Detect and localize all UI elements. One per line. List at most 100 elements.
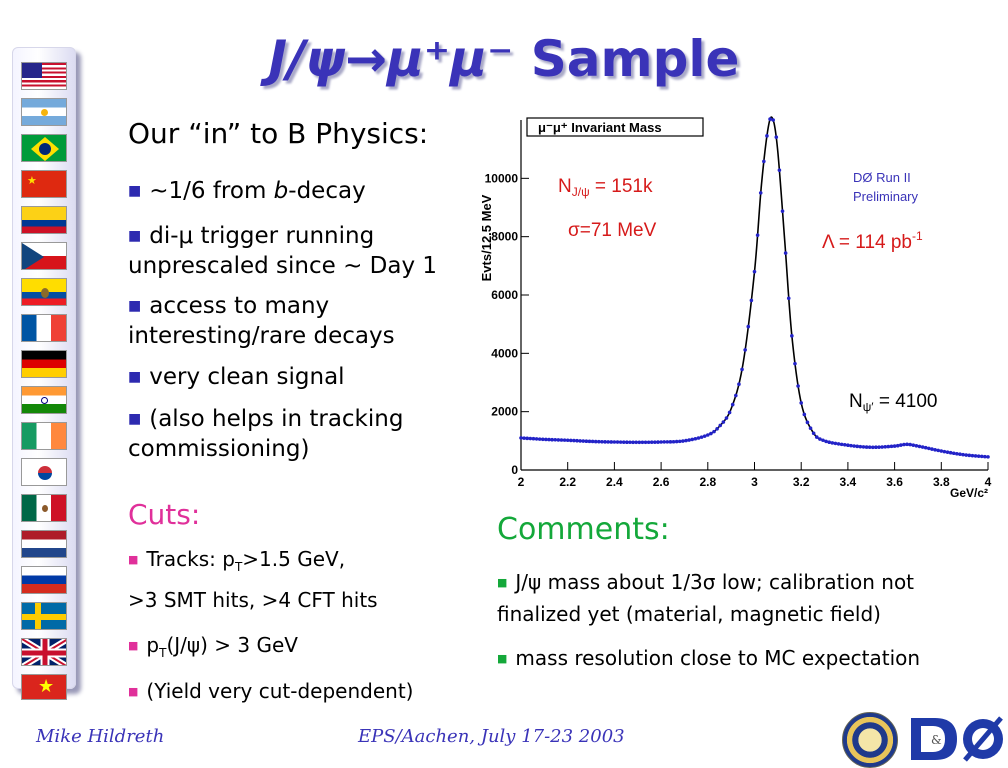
data-point	[671, 439, 676, 444]
data-point	[930, 447, 934, 451]
data-point	[852, 444, 856, 448]
x-axis-label: GeV/c²	[950, 486, 988, 500]
data-point	[802, 412, 807, 417]
data-point	[699, 435, 704, 439]
data-point	[712, 429, 716, 434]
data-point	[927, 446, 931, 451]
data-point	[668, 440, 673, 444]
data-point	[522, 436, 526, 440]
data-point	[587, 439, 592, 444]
data-point	[814, 435, 819, 439]
svg-text:&: &	[931, 733, 942, 747]
bullet-square-icon: ■	[497, 652, 508, 665]
data-point	[874, 445, 878, 450]
data-point	[740, 367, 744, 372]
bullet-dimu-trigger: ■ di-μ trigger running unprescaled since ~…	[128, 223, 438, 279]
data-point	[948, 450, 953, 455]
data-point	[886, 444, 891, 449]
data-point	[830, 441, 835, 445]
invariant-mass-chart: μ⁻μ⁺ Invariant Mass 2 2.2 2.4 2.6 2.8 3 3.2 3.4…	[479, 110, 1001, 500]
data-point	[525, 436, 530, 441]
bullet-tracking: ■ (also helps in tracking commissioning)	[128, 406, 404, 462]
data-point	[637, 440, 642, 445]
russia-flag-icon	[21, 566, 67, 594]
data-point	[836, 442, 841, 446]
physics-heading: Our “in” to B Physics:	[128, 117, 429, 150]
x-tick-label: 3.4	[840, 475, 857, 489]
x-tick-label: 2.6	[653, 475, 670, 489]
data-point	[811, 431, 816, 436]
data-point	[606, 440, 610, 444]
data-point	[765, 134, 769, 138]
sigma-annotation: σ=71 MeV	[568, 220, 657, 241]
china-flag-icon: ★	[21, 170, 67, 198]
data-point	[519, 436, 523, 440]
data-point	[649, 440, 654, 445]
data-point	[777, 168, 782, 172]
data-point	[920, 445, 925, 449]
data-point	[569, 438, 573, 443]
data-point	[889, 444, 894, 449]
x-tick-label: 3.8	[933, 475, 950, 489]
data-point	[572, 438, 576, 443]
data-point	[771, 118, 775, 122]
data-point	[808, 426, 813, 431]
data-point	[659, 440, 663, 444]
bullet-square-icon: ■	[128, 685, 139, 698]
data-point	[727, 410, 732, 415]
data-point	[855, 444, 860, 449]
data-point	[752, 269, 757, 274]
data-point	[958, 452, 962, 457]
title-formula: J/ψ→μ⁺μ⁻	[268, 30, 514, 88]
data-point	[597, 439, 601, 444]
data-point	[774, 135, 779, 139]
uk-flag-icon	[21, 638, 67, 666]
data-point	[892, 444, 897, 448]
data-point	[721, 420, 726, 424]
data-point	[899, 443, 903, 447]
y-tick-label: 0	[511, 463, 518, 477]
data-point	[559, 438, 564, 442]
data-point	[951, 451, 956, 456]
data-point	[553, 438, 558, 442]
colombia-flag-icon	[21, 206, 67, 234]
y-tick-label: 8000	[491, 230, 518, 244]
chart-title: μ⁻μ⁺ Invariant Mass	[538, 120, 662, 135]
data-point	[600, 439, 604, 444]
comment-mass-low: ■ J/ψ mass about 1/3σ low; calibration no…	[497, 570, 915, 626]
data-point	[540, 437, 545, 442]
data-point	[976, 454, 981, 458]
data-point	[877, 445, 881, 449]
footer-author: Mike Hildreth	[36, 726, 165, 747]
data-point	[544, 437, 548, 442]
preliminary-label: Preliminary	[853, 189, 919, 204]
cuts-heading: Cuts:	[128, 498, 201, 531]
y-axis-label: Evts/12.5 MeV	[479, 194, 494, 281]
data-point	[762, 159, 766, 164]
bullet-clean-signal: ■ very clean signal	[128, 364, 345, 390]
data-point	[961, 452, 965, 457]
data-point	[634, 440, 638, 445]
germany-flag-icon	[21, 350, 67, 378]
data-point	[783, 251, 788, 255]
flag-sidebar: ★ ★	[12, 47, 76, 700]
data-point	[818, 437, 822, 441]
data-point	[780, 209, 785, 213]
data-point	[799, 401, 804, 405]
data-point	[603, 440, 607, 444]
data-point	[575, 438, 579, 443]
data-point	[902, 442, 906, 447]
data-point	[609, 440, 614, 444]
notre-dame-seal-logo	[842, 712, 898, 768]
luminosity-annotation: Λ = 114 pb-1	[822, 229, 923, 253]
mexico-flag-icon	[21, 494, 67, 522]
chart-title-box	[526, 117, 704, 137]
data-point	[528, 436, 533, 441]
data-point	[550, 437, 554, 442]
data-point	[565, 438, 570, 443]
data-point	[942, 449, 947, 454]
data-point	[914, 443, 919, 448]
data-point	[684, 438, 688, 443]
data-point	[805, 420, 810, 425]
data-point	[677, 439, 682, 444]
